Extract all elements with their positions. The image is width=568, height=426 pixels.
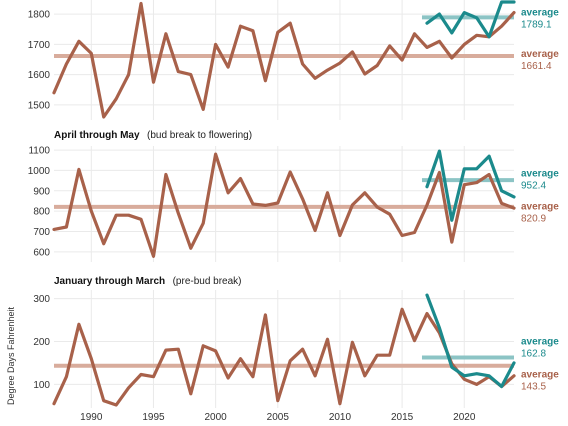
top-ytick-label: 1800 [28, 10, 51, 21]
bottom-brown-series-line [52, 307, 516, 407]
top-teal-series-line [425, 0, 516, 39]
top-ytick-label: 1500 [28, 100, 51, 111]
top-teal-average-value: 1789.1 [521, 19, 552, 30]
middle-ytick-label: 700 [33, 227, 50, 238]
bottom-x-ticks: 1990 1995 2000 2005 2010 2015 2020 [80, 412, 476, 423]
top-ytick-label: 1600 [28, 70, 51, 81]
bottom-title-rest: (pre-bud break) [173, 276, 242, 287]
y-axis-label: Degree Days Fahrenheit [6, 306, 16, 405]
middle-title-rest: (bud break to flowering) [147, 130, 252, 141]
x-tick-label: 2015 [391, 412, 414, 423]
top-brown-series [52, 1, 516, 119]
bottom-teal-series [425, 293, 516, 389]
top-teal-series [425, 0, 516, 39]
middle-teal-average-value: 952.4 [521, 180, 546, 191]
top-ytick-label: 1700 [28, 40, 51, 51]
middle-teal-average-word: average [521, 168, 559, 179]
middle-panel-title: April through May (bud break to flowerin… [54, 125, 252, 142]
panel-bottom: January through March (pre-bud break) 10… [6, 271, 559, 423]
x-tick-label: 2005 [267, 412, 290, 423]
x-tick-label: 1990 [80, 412, 103, 423]
middle-brown-average-value: 820.9 [521, 213, 546, 224]
bottom-brown-average-value: 143.5 [521, 382, 546, 393]
top-brown-average-value: 1661.4 [521, 61, 552, 72]
middle-teal-series-line [425, 149, 516, 222]
top-brown-series-line [52, 1, 516, 119]
middle-ytick-label: 1100 [28, 146, 50, 157]
middle-grid [54, 146, 514, 262]
x-tick-label: 2000 [204, 412, 227, 423]
x-tick-label: 2010 [329, 412, 352, 423]
middle-ytick-label: 800 [33, 207, 50, 218]
bottom-panel-title: January through March (pre-bud break) [54, 271, 242, 288]
middle-brown-series-line [52, 152, 516, 258]
middle-y-ticks: 600 700 800 900 1000 1100 [28, 146, 51, 259]
bottom-brown-series [52, 307, 516, 407]
bottom-title-bold: January through March [54, 276, 165, 287]
middle-teal-series [425, 149, 516, 222]
bottom-teal-series-line [425, 293, 516, 389]
top-teal-average-word: average [521, 7, 559, 18]
bottom-teal-average-value: 162.8 [521, 349, 546, 360]
middle-ytick-label: 1000 [28, 166, 51, 177]
bottom-y-ticks: 100 200 300 [33, 294, 50, 391]
bottom-ytick-label: 300 [33, 294, 50, 305]
bottom-teal-average-word: average [521, 337, 559, 348]
panel-middle: April through May (bud break to flowerin… [28, 125, 559, 262]
middle-brown-series [52, 152, 516, 258]
x-tick-label: 2020 [453, 412, 476, 423]
bottom-ytick-label: 100 [33, 380, 50, 391]
middle-ytick-label: 900 [33, 186, 50, 197]
middle-brown-average-word: average [521, 201, 559, 212]
bottom-ytick-label: 200 [33, 337, 50, 348]
middle-title-bold: April through May [54, 130, 140, 141]
top-brown-average-word: average [521, 49, 559, 60]
top-y-ticks: 1500 1600 1700 1800 [28, 10, 51, 112]
middle-ytick-label: 600 [33, 247, 50, 258]
x-tick-label: 1995 [142, 412, 165, 423]
bottom-brown-average-word: average [521, 370, 559, 381]
